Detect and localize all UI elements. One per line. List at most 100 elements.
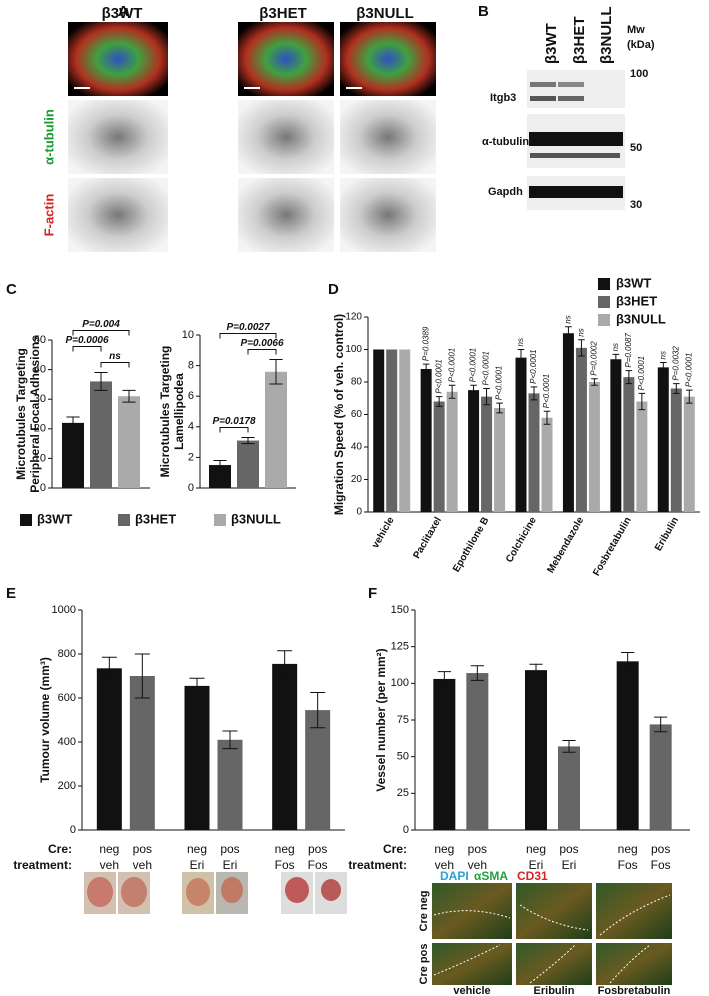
p-value-label: ns: [611, 343, 620, 351]
legend-swatch: [598, 314, 610, 326]
tumour: [321, 879, 341, 901]
stain-label: DAPI: [440, 869, 469, 883]
x-tick-label: Eri: [562, 858, 577, 872]
micrograph: [340, 178, 436, 252]
micrograph: [68, 178, 168, 252]
bar: [420, 369, 432, 512]
legend-label: β3NULL: [231, 511, 281, 526]
y-tick-label: 80: [351, 377, 363, 388]
x-tick-label: Eri: [190, 858, 205, 872]
micrograph: [516, 883, 592, 939]
tumour: [186, 878, 210, 906]
error-bar: [122, 389, 136, 403]
legend-label: β3WT: [616, 275, 651, 290]
band-label: Itgb3: [490, 92, 516, 104]
annotation: P=0.0006: [65, 335, 109, 346]
vessel-images: DAPI αSMA CD31 Cre neg Cre pos vehicle E…: [418, 869, 672, 996]
y-axis-label: Vessel number (per mm²): [374, 648, 388, 791]
y-tick-label: 0: [70, 824, 76, 836]
y-tick-label: 800: [58, 648, 76, 660]
error-bar: [591, 378, 598, 386]
row-label: F-actin: [41, 194, 56, 237]
x-tick-label: Colchicine: [504, 515, 539, 565]
band: [529, 186, 623, 198]
band: [530, 153, 620, 158]
error-bar: [435, 396, 443, 407]
y-tick-label: 0: [356, 507, 362, 518]
y-tick-label: 40: [34, 364, 46, 376]
bar: [272, 663, 298, 830]
error-bar: [241, 437, 255, 445]
x-row-label: treatment:: [13, 858, 72, 872]
outline: [433, 894, 671, 984]
y-tick-label: 2: [188, 451, 194, 463]
band-label: α-tubulin: [482, 136, 529, 148]
column-label: Fosbretabulin: [598, 985, 671, 996]
bracket: [72, 330, 130, 336]
x-tick-label: veh: [133, 858, 152, 872]
legend-swatch: [598, 296, 610, 308]
x-tick-label: neg: [275, 842, 295, 856]
x-tick-label: Fos: [308, 858, 328, 872]
mw-label: (kDa): [627, 39, 655, 51]
panel-a: β3WT β3HET β3NULL α-tubulin F-actin: [41, 5, 436, 252]
p-value-label: P<0.0001: [637, 356, 646, 390]
y-tick-label: 400: [58, 736, 76, 748]
error-bar: [222, 730, 238, 750]
legend-swatch: [118, 514, 130, 526]
y-tick-label: 20: [34, 423, 46, 435]
x-tick-label: neg: [526, 842, 546, 856]
error-bar: [496, 402, 503, 414]
column-header: β3WT: [102, 5, 143, 22]
micrograph: [340, 100, 436, 174]
panel-label: C: [6, 281, 17, 298]
y-tick-label: 125: [391, 641, 409, 653]
row-label: α-tubulin: [41, 109, 56, 165]
y-tick-label: 8: [188, 360, 194, 372]
y-tick-label: 0: [40, 482, 46, 494]
error-bar: [310, 692, 326, 729]
y-tick-label: 50: [397, 751, 409, 763]
error-bar: [654, 716, 668, 733]
bar: [558, 746, 580, 830]
p-value-label: P<0.0001: [434, 359, 443, 393]
x-tick-label: Mebendazole: [545, 515, 586, 575]
error-bar: [213, 459, 227, 471]
micrograph: [596, 943, 672, 985]
bar: [481, 396, 493, 512]
error-bar: [562, 740, 576, 753]
y-tick-label: 120: [345, 312, 362, 323]
bar: [217, 739, 243, 830]
legend-label: β3NULL: [616, 311, 666, 326]
band: [558, 96, 584, 101]
bar: [541, 417, 553, 512]
y-tick-label: 200: [58, 780, 76, 792]
y-axis-label: Microtubules Targeting: [14, 348, 28, 480]
error-bar: [437, 671, 451, 687]
micrograph: [516, 943, 592, 985]
stain-label: CD31: [517, 869, 548, 883]
x-tick-label: Eribulin: [653, 515, 681, 553]
bar: [588, 382, 600, 512]
mw-marker: 30: [630, 199, 642, 211]
bar: [494, 408, 506, 512]
p-value-label: ns: [564, 315, 573, 323]
x-tick-label: Epothilone B: [451, 515, 491, 574]
error-bar: [422, 363, 430, 375]
error-bar: [517, 349, 525, 367]
micrograph: [238, 100, 334, 174]
legend-swatch: [598, 278, 610, 290]
bar: [386, 349, 398, 512]
y-axis-label: Migration Speed (% of veh. control): [332, 314, 346, 515]
y-tick-label: 600: [58, 692, 76, 704]
bar: [575, 347, 587, 512]
y-tick-label: 150: [391, 604, 409, 616]
band: [530, 82, 556, 87]
stain-label: αSMA: [474, 869, 508, 883]
p-value-label: ns: [577, 328, 586, 336]
x-tick-label: Fos: [651, 858, 671, 872]
column-header: β3HET: [259, 5, 307, 22]
bar: [433, 401, 445, 512]
bar: [636, 401, 648, 512]
